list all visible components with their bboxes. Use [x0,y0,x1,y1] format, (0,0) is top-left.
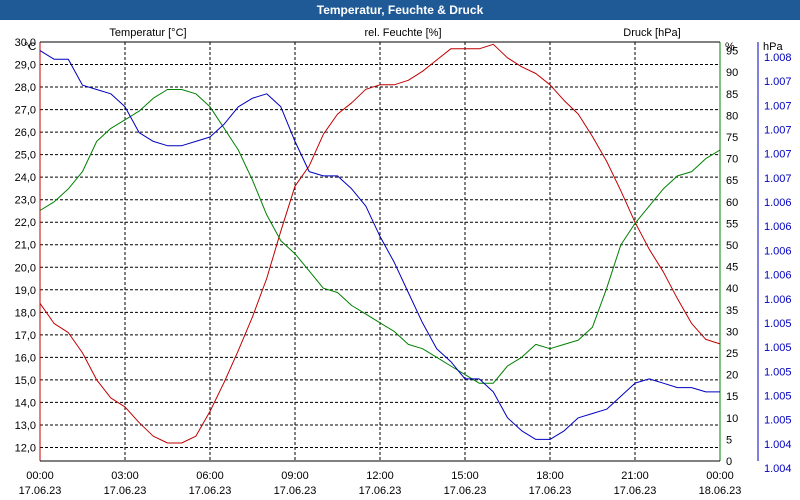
pressure-tick-label: 1.008 [764,52,792,64]
pressure-tick-label: 1.007 [764,76,792,88]
temperature-tick-label: 23,0 [15,195,36,207]
humidity-tick-label: 95 [726,46,738,58]
humidity-tick-label: 90 [726,67,738,79]
x-tick-date: 17.06.23 [104,485,147,497]
humidity-tick-label: 15 [726,391,738,403]
x-tick-date: 17.06.23 [359,485,402,497]
temperature-tick-label: 29,0 [15,60,36,72]
humidity-series-line [39,89,721,384]
temperature-tick-label: 30,0 [15,37,36,49]
humidity-tick-label: 70 [726,154,738,166]
temperature-unit: °C [24,41,36,53]
x-tick-time: 00:00 [706,470,734,482]
pressure-tick-label: 1.007 [764,149,792,161]
x-tick-time: 15:00 [451,470,479,482]
humidity-axis-title: rel. Feuchte [%] [364,27,441,39]
pressure-tick-label: 1.006 [764,270,792,282]
temperature-tick-label: 27,0 [15,105,36,117]
pressure-tick-label: 1.005 [764,390,792,402]
humidity-tick-label: 65 [726,175,738,187]
x-tick-date: 17.06.23 [274,485,317,497]
humidity-tick-label: 85 [726,89,738,101]
x-tick-date: 17.06.23 [614,485,657,497]
pressure-series-line [39,50,720,440]
x-tick-time: 03:00 [111,470,139,482]
temperature-tick-label: 14,0 [15,397,36,409]
pressure-tick-label: 1.005 [764,342,792,354]
x-tick-time: 09:00 [281,470,309,482]
temperature-tick-label: 15,0 [15,375,36,387]
humidity-unit: % [725,41,735,53]
humidity-tick-label: 5 [726,434,732,446]
x-tick-date: 17.06.23 [529,485,572,497]
pressure-tick-label: 1.006 [764,197,792,209]
humidity-tick-label: 0 [726,456,732,468]
pressure-tick-label: 1.004 [764,463,792,475]
pressure-tick-label: 1.005 [764,318,792,330]
temperature-axis-title: Temperatur [°C] [109,27,186,39]
humidity-tick-label: 80 [726,110,738,122]
temperature-tick-label: 20,0 [15,262,36,274]
humidity-tick-label: 20 [726,370,738,382]
pressure-tick-label: 1.007 [764,125,792,137]
grid [40,41,720,461]
x-tick-date: 17.06.23 [189,485,232,497]
temperature-tick-label: 19,0 [15,285,36,297]
temperature-tick-label: 24,0 [15,172,36,184]
pressure-tick-label: 1.005 [764,415,792,427]
temperature-tick-labels: 30,0 29,0 28,0 27,0 26,0 25,0 24,0 23,0 22,0 21,0… [15,37,36,454]
pressure-tick-label: 1.007 [764,100,792,112]
humidity-tick-label: 10 [726,413,738,425]
x-tick-time: 06:00 [196,470,224,482]
humidity-tick-label: 25 [726,348,738,360]
x-tick-date: 17.06.23 [19,485,62,497]
humidity-tick-label: 30 [726,326,738,338]
humidity-tick-label: 75 [726,132,738,144]
temperature-tick-label: 25,0 [15,150,36,162]
series-lines [39,43,721,444]
temperature-tick-label: 16,0 [15,352,36,364]
x-tick-time: 00:00 [26,470,54,482]
window-title: Temperatur, Feuchte & Druck [0,0,800,20]
pressure-axis-title: Druck [hPa] [623,27,680,39]
humidity-tick-label: 55 [726,218,738,230]
humidity-tick-label: 45 [726,262,738,274]
pressure-tick-label: 1.006 [764,221,792,233]
humidity-tick-label: 50 [726,240,738,252]
x-tick-date: 18.06.23 [699,485,742,497]
x-tick-date: 17.06.23 [444,485,487,497]
axes-frame [39,41,759,462]
pressure-tick-label: 1.005 [764,366,792,378]
x-tick-time: 21:00 [621,470,649,482]
pressure-unit: hPa [763,41,783,53]
temperature-tick-label: 26,0 [15,127,36,139]
temperature-tick-label: 18,0 [15,307,36,319]
pressure-tick-label: 1.004 [764,439,792,451]
temperature-series-line [39,43,721,444]
temperature-tick-label: 17,0 [15,330,36,342]
x-tick-time: 18:00 [536,470,564,482]
temperature-tick-label: 28,0 [15,82,36,94]
pressure-tick-label: 1.007 [764,173,792,185]
temperature-tick-label: 12,0 [15,442,36,454]
humidity-tick-label: 40 [726,283,738,295]
temperature-tick-label: 13,0 [15,420,36,432]
humidity-tick-label: 60 [726,197,738,209]
temperature-tick-label: 21,0 [15,240,36,252]
pressure-tick-labels: 1.008 1.007 1.007 1.007 1.007 1.007 1.006 1.006… [764,52,792,475]
x-tick-time: 12:00 [366,470,394,482]
x-tick-labels: 00:00 17.06.23 03:00 17.06.23 06:00 17.06.23 0… [19,470,742,497]
pressure-tick-label: 1.006 [764,294,792,306]
humidity-tick-label: 35 [726,305,738,317]
chart: Temperatur [°C] rel. Feuchte [%] Druck [… [15,27,792,497]
temperature-tick-label: 22,0 [15,217,36,229]
pressure-tick-label: 1.006 [764,245,792,257]
